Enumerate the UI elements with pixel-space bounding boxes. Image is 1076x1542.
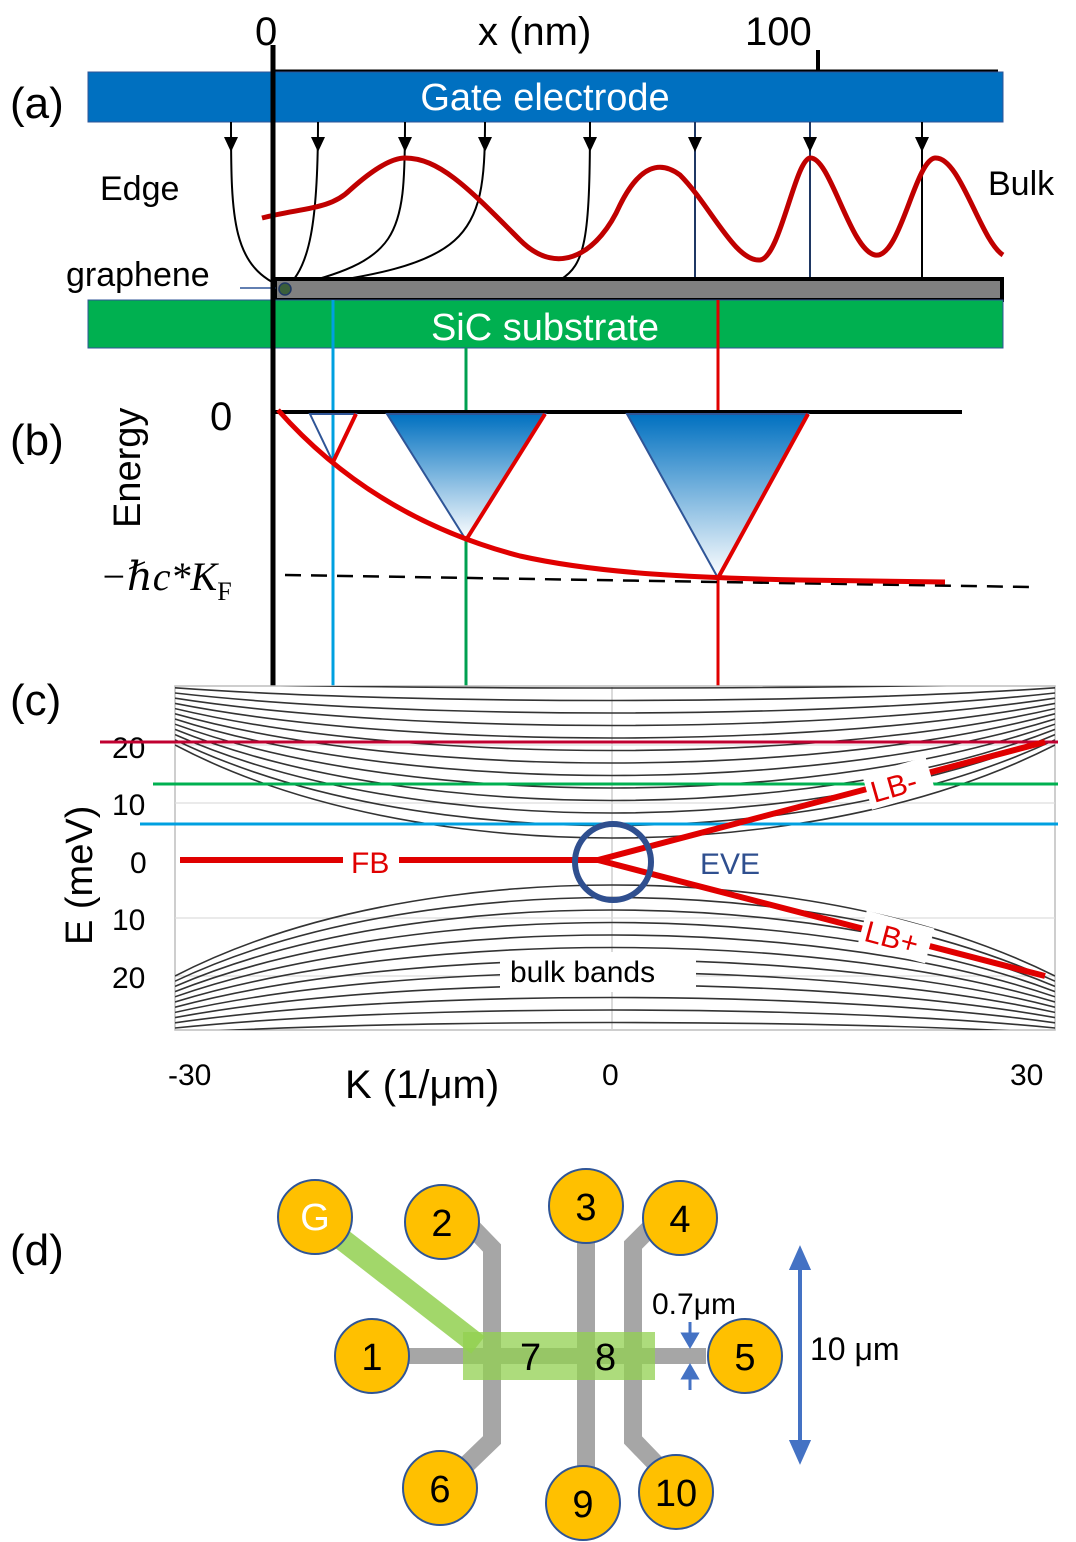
gate-electrode	[87, 71, 1004, 123]
pad-5-label: 5	[734, 1337, 755, 1379]
cone-medium-red-edge	[464, 412, 547, 542]
width-arrows	[680, 1322, 700, 1390]
fb-label-bg	[343, 843, 399, 879]
panel-b: (b) Energy 0 −ℏc*KF	[10, 395, 1031, 606]
pad-2-label: 2	[431, 1203, 452, 1245]
y-tick-0: 0	[130, 847, 147, 880]
dirac-point-curve	[276, 408, 946, 585]
pad-3-label: 3	[575, 1187, 596, 1229]
arm-10	[624, 1356, 667, 1475]
pad-10: 10	[638, 1454, 714, 1530]
cone-small-red-edge	[331, 413, 358, 463]
pad-10-label: 10	[655, 1473, 697, 1515]
x-tick-0: 0	[255, 10, 277, 54]
arm-6	[456, 1356, 501, 1475]
pad-9: 9	[545, 1465, 621, 1541]
panel-a: (a) 0 x (nm) 100 Gate electrode	[10, 10, 1055, 349]
x-axis-label: x (nm)	[478, 10, 591, 54]
pad-5: 5	[707, 1318, 783, 1394]
bulk-band-line	[175, 996, 1055, 1024]
bulk-bands-label: bulk bands	[510, 956, 655, 989]
length-arrow	[788, 1245, 812, 1465]
pad-4: 4	[642, 1180, 718, 1256]
k-tick-30: 30	[1010, 1059, 1043, 1092]
bulk-band-line	[175, 713, 1055, 764]
panel-d-label: (d)	[10, 1226, 64, 1275]
dirac-cone-large	[625, 413, 810, 581]
wavefunction-curve	[261, 155, 1005, 263]
pad-g-label: G	[300, 1197, 330, 1239]
y-tick-10-bottom: 10	[112, 904, 145, 937]
pad-4-label: 4	[669, 1199, 690, 1241]
k-tick-neg30: -30	[168, 1059, 211, 1092]
pad-2: 2	[404, 1184, 480, 1260]
bulk-band-line	[175, 934, 1055, 998]
bulk-band-line	[175, 946, 1055, 1003]
energy-zero-label: 0	[210, 395, 232, 439]
eve-label: EVE	[700, 848, 760, 881]
bulk-band-line	[219, 1021, 1010, 1030]
panel-d: (d) 7 8 G 1	[10, 1168, 900, 1541]
pad-6: 6	[402, 1450, 478, 1526]
gate-electrode-label: Gate electrode	[420, 77, 669, 119]
bulk-band-line	[175, 692, 1055, 714]
bulk-band-line	[175, 702, 1055, 739]
k-tick-0: 0	[602, 1059, 619, 1092]
kf-dashed-line	[284, 573, 1031, 589]
length-label: 10 μm	[810, 1331, 900, 1367]
y-tick-20-bottom: 20	[112, 962, 145, 995]
graphene-edge-dot	[278, 282, 292, 296]
sic-substrate	[87, 299, 1004, 349]
lb-minus-label-bg	[862, 756, 936, 810]
sic-substrate-label: SiC substrate	[431, 307, 659, 349]
bulk-band-line	[175, 718, 1055, 777]
bulk-band-line	[175, 697, 1055, 727]
graphene-label: graphene	[66, 256, 210, 294]
kf-label: −ℏc*KF	[100, 554, 232, 606]
pad-6-label: 6	[429, 1469, 450, 1511]
bulk-band-line	[175, 723, 1055, 789]
lb-minus-band	[597, 739, 1046, 863]
x-tick-100: 100	[745, 10, 812, 54]
k-axis-label: K (1/μm)	[345, 1063, 499, 1107]
lb-plus-band	[597, 857, 1046, 979]
gate-area	[463, 1332, 655, 1380]
width-label: 0.7μm	[652, 1288, 736, 1321]
cone-large-red-edge	[716, 413, 810, 579]
bulk-band-line	[175, 1009, 1055, 1029]
pad-9-label: 9	[572, 1484, 593, 1526]
field-arrowheads	[224, 137, 929, 152]
fb-label: FB	[351, 847, 389, 880]
pads: G 1 2 3 4 5 6	[277, 1168, 783, 1541]
energy-label: Energy	[107, 408, 149, 528]
y-tick-10-top: 10	[112, 789, 145, 822]
pad-1: 1	[334, 1318, 410, 1394]
inner-label-7: 7	[520, 1337, 541, 1379]
c-y-axis-label: E (meV)	[59, 806, 101, 945]
edge-label: Edge	[100, 170, 179, 208]
y-tick-20-top: 20	[112, 732, 145, 765]
bulk-band-line	[282, 686, 945, 689]
field-lines	[230, 121, 923, 289]
bulk-band-line	[175, 707, 1055, 752]
bulk-band-line	[175, 1035, 1055, 1038]
pad-3: 3	[548, 1168, 624, 1244]
gate-lead	[323, 1221, 485, 1354]
panel-b-label: (b)	[10, 416, 64, 465]
panel-a-label: (a)	[10, 79, 64, 128]
eve-label-bg	[694, 844, 772, 880]
bulk-label: Bulk	[988, 165, 1055, 203]
graphene-layer	[273, 277, 1004, 302]
bulk-band-line	[175, 687, 1055, 702]
pad-g: G	[277, 1179, 353, 1255]
bulk-bands-label-bg	[500, 952, 696, 992]
lb-plus-label-bg	[857, 910, 935, 964]
dirac-cone-medium	[385, 413, 547, 542]
panel-c: (c) E (meV) 20 10 0 10 20 FB EVE	[10, 676, 1058, 1107]
inner-label-8: 8	[595, 1337, 616, 1379]
panel-c-label: (c)	[10, 676, 61, 725]
pad-1-label: 1	[361, 1337, 382, 1379]
eve-circle	[572, 821, 654, 903]
